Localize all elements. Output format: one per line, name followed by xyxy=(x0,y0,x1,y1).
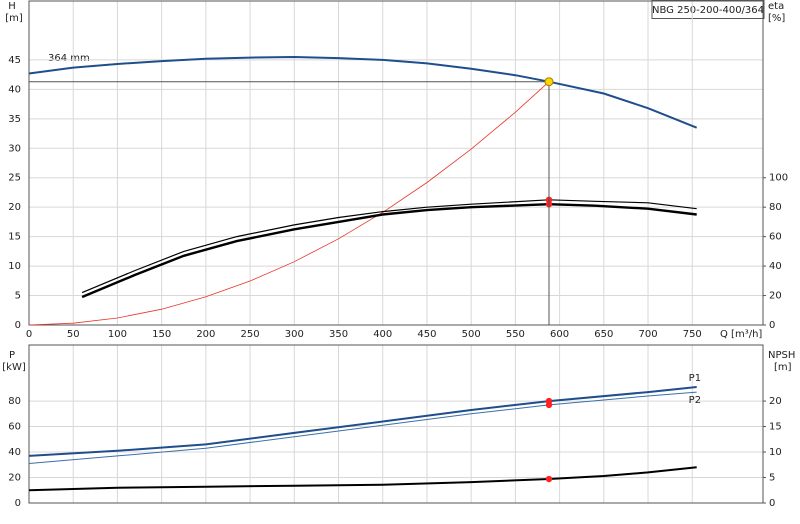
x-tick-label: 700 xyxy=(638,329,657,340)
x-tick-label: 300 xyxy=(285,329,304,340)
y-tick-label: 40 xyxy=(8,447,21,458)
y-tick-label: 15 xyxy=(8,232,21,243)
curve xyxy=(28,391,697,464)
x-tick-label: 650 xyxy=(594,329,613,340)
y2-unit: [%] xyxy=(768,13,785,24)
x-tick-label: 350 xyxy=(329,329,348,340)
duty-point xyxy=(544,77,554,87)
y-tick-label: 5 xyxy=(15,291,21,302)
curve xyxy=(28,55,698,129)
curve xyxy=(81,199,697,294)
x-tick-label: 400 xyxy=(373,329,392,340)
curve xyxy=(28,81,550,326)
plot-frame xyxy=(28,344,764,504)
duty-marker xyxy=(545,475,553,483)
y-unit: [m] xyxy=(5,13,23,24)
x-tick-label: 100 xyxy=(108,329,127,340)
y2-tick-label: 15 xyxy=(769,422,782,433)
curve xyxy=(28,466,697,492)
y2-label: NPSH xyxy=(768,350,795,361)
y-unit: [kW] xyxy=(2,362,26,373)
model-title: NBG 250-200-400/364 xyxy=(652,5,764,16)
y2-tick-label: 10 xyxy=(769,447,782,458)
y-tick-label: 45 xyxy=(8,55,21,66)
series-label: P1 xyxy=(689,373,701,384)
x-tick-label: 150 xyxy=(152,329,171,340)
annotation: 364 mm xyxy=(48,53,90,64)
y2-tick-label: 100 xyxy=(769,173,788,184)
plot-frame xyxy=(28,0,764,326)
x-label: Q [m³/h] xyxy=(720,329,762,340)
x-tick-label: 0 xyxy=(26,329,32,340)
y-tick-label: 35 xyxy=(8,114,21,125)
curve xyxy=(28,386,697,457)
y2-unit: [m] xyxy=(774,362,792,373)
y-tick-label: 60 xyxy=(8,422,21,433)
y2-tick-label: 20 xyxy=(769,396,782,407)
y2-tick-label: 0 xyxy=(769,498,775,509)
y2-tick-label: 60 xyxy=(769,232,782,243)
y-tick-label: 80 xyxy=(8,396,21,407)
x-tick-label: 600 xyxy=(550,329,569,340)
y-tick-label: 0 xyxy=(15,498,21,509)
x-tick-label: 550 xyxy=(506,329,525,340)
x-tick-label: 250 xyxy=(241,329,260,340)
x-tick-label: 200 xyxy=(196,329,215,340)
y2-tick-label: 5 xyxy=(769,473,775,484)
y2-tick-label: 80 xyxy=(769,202,782,213)
y-tick-label: 40 xyxy=(8,84,21,95)
curve xyxy=(81,202,697,299)
y-tick-label: 20 xyxy=(8,202,21,213)
y-tick-label: 0 xyxy=(15,320,21,331)
y2-tick-label: 40 xyxy=(769,261,782,272)
y-tick-label: 20 xyxy=(8,473,21,484)
y2-label: eta xyxy=(768,1,784,12)
y-tick-label: 25 xyxy=(8,173,21,184)
duty-marker xyxy=(545,401,553,409)
y2-tick-label: 0 xyxy=(769,320,775,331)
series-label: P2 xyxy=(689,395,701,406)
y-label: H xyxy=(8,1,16,12)
x-tick-label: 50 xyxy=(67,329,80,340)
x-tick-label: 500 xyxy=(462,329,481,340)
y2-tick-label: 20 xyxy=(769,291,782,302)
x-tick-label: 750 xyxy=(683,329,702,340)
y-label: P xyxy=(9,350,15,361)
y-tick-label: 30 xyxy=(8,143,21,154)
y-tick-label: 10 xyxy=(8,261,21,272)
x-tick-label: 450 xyxy=(417,329,436,340)
